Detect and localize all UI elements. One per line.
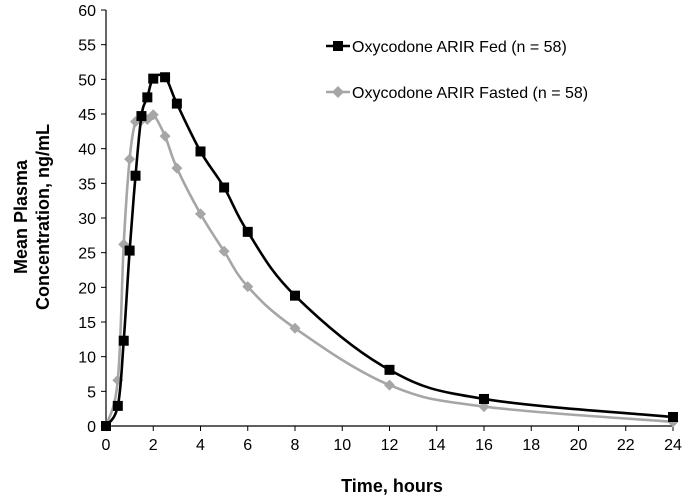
data-point-diamond <box>147 109 159 121</box>
y-tick-label: 20 <box>78 280 96 297</box>
data-point-square <box>668 411 678 422</box>
data-point-square <box>290 290 300 301</box>
x-tick-label: 0 <box>102 437 111 454</box>
legend-item-fed: Oxycodone ARIR Fed (n = 58) <box>326 39 567 56</box>
y-tick-label: 60 <box>78 3 96 20</box>
data-point-diamond <box>195 208 206 220</box>
series-fed <box>101 72 678 431</box>
x-tick-label: 16 <box>475 437 493 454</box>
y-tick-label: 5 <box>87 384 96 401</box>
series-line <box>104 112 674 427</box>
y-axis-title-line-2: Concentration, ng/mL <box>33 124 53 310</box>
data-point-square <box>112 400 123 411</box>
legend-marker-fed <box>333 41 343 51</box>
x-axis-title: Time, hours <box>341 476 443 496</box>
data-point-square <box>242 226 253 237</box>
y-tick-label: 30 <box>78 211 96 228</box>
y-tick-label: 45 <box>78 107 96 124</box>
data-point-square <box>160 72 171 83</box>
data-point-square <box>219 182 230 193</box>
y-tick-label: 10 <box>78 350 96 367</box>
y-axis-title-line-1: Mean Plasma <box>11 159 31 274</box>
x-tick-label: 10 <box>333 437 351 454</box>
legend-marker-fasted <box>332 86 344 98</box>
y-tick-label: 35 <box>78 176 96 193</box>
axes <box>105 10 673 427</box>
x-tick-label: 14 <box>428 437 446 454</box>
data-point-diamond <box>159 130 171 142</box>
x-tick-label: 4 <box>196 437 205 454</box>
data-point-diamond <box>289 322 301 334</box>
x-tick-label: 24 <box>664 437 682 454</box>
data-point-square <box>384 364 395 375</box>
x-ticks: 0 2 4 6 8 10 12 14 16 18 20 22 24 <box>102 426 682 454</box>
x-tick-label: 6 <box>243 437 252 454</box>
x-tick-label: 2 <box>149 437 158 454</box>
legend-label-fasted: Oxycodone ARIR Fasted (n = 58) <box>352 85 588 102</box>
y-tick-label: 0 <box>87 419 96 436</box>
y-axis-title: Mean Plasma Concentration, ng/mL <box>11 124 53 310</box>
legend-item-fasted: Oxycodone ARIR Fasted (n = 58) <box>326 85 588 102</box>
x-tick-label: 22 <box>617 437 635 454</box>
data-point-square <box>171 98 182 109</box>
y-tick-label: 40 <box>78 142 96 159</box>
data-point-square <box>195 146 206 157</box>
series-layer <box>100 72 679 432</box>
data-point-diamond <box>171 162 183 174</box>
x-tick-label: 12 <box>381 437 399 454</box>
legend-label-fed: Oxycodone ARIR Fed (n = 58) <box>352 39 567 56</box>
data-point-square <box>130 170 141 181</box>
data-point-square <box>136 111 147 122</box>
data-point-square <box>101 421 111 431</box>
data-point-square <box>148 73 159 84</box>
y-tick-label: 25 <box>78 246 96 263</box>
data-point-diamond <box>218 245 230 257</box>
data-point-square <box>142 92 153 103</box>
data-point-diamond <box>124 153 136 165</box>
y-ticks: 0 5 10 15 20 25 30 35 40 45 50 55 60 <box>78 3 106 436</box>
data-point-square <box>479 393 489 404</box>
x-tick-label: 8 <box>291 437 300 454</box>
data-point-square <box>118 335 129 346</box>
y-tick-label: 55 <box>78 38 96 55</box>
y-tick-label: 50 <box>78 72 96 89</box>
legend: Oxycodone ARIR Fed (n = 58) Oxycodone AR… <box>326 39 588 102</box>
y-tick-label: 15 <box>78 315 96 332</box>
x-tick-label: 20 <box>570 437 588 454</box>
data-point-diamond <box>384 379 395 391</box>
x-tick-label: 18 <box>522 437 540 454</box>
data-point-square <box>124 245 135 256</box>
data-point-diamond <box>242 281 254 293</box>
series-fasted <box>100 109 679 432</box>
